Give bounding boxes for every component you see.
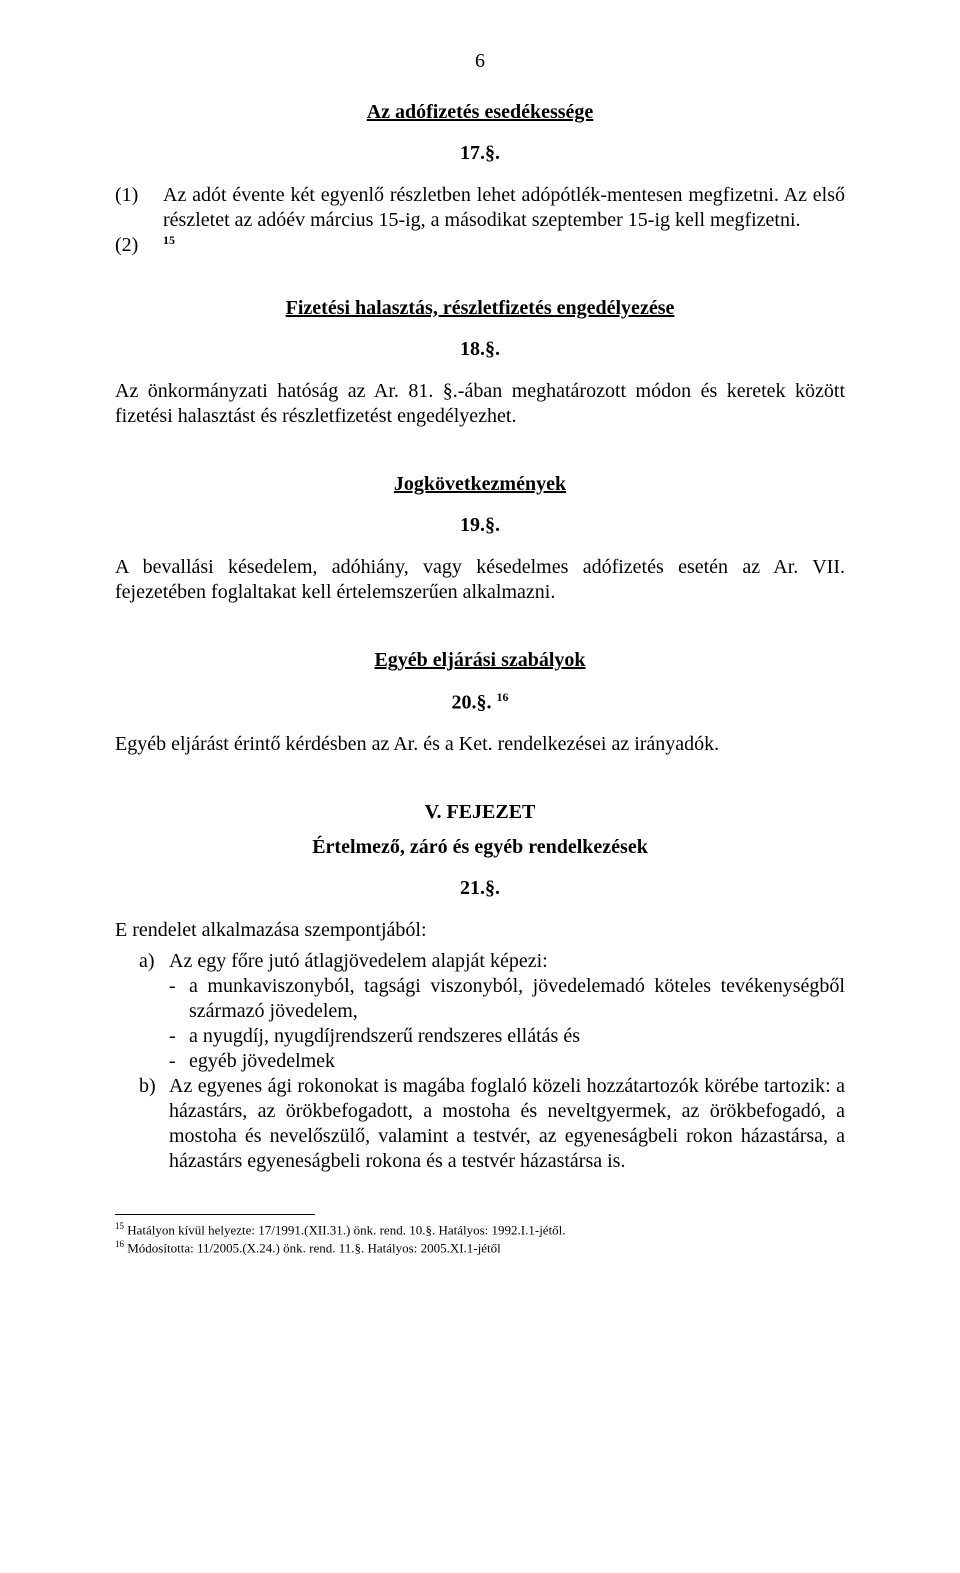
footnote-16: 16 Módosította: 11/2005.(X.24.) önk. ren… (115, 1239, 845, 1257)
para-body: 15 (163, 233, 845, 259)
list-item-b: b) Az egyenes ági rokonokat is magába fo… (139, 1074, 845, 1174)
para-19: A bevallási késedelem, adóhiány, vagy ké… (115, 555, 845, 605)
footnote-text: Módosította: 11/2005.(X.24.) önk. rend. … (124, 1240, 501, 1255)
section-number-18: 18.§. (115, 338, 845, 361)
page: 6 Az adófizetés esedékessége 17.§. (1) A… (0, 0, 960, 1573)
dash-icon: - (169, 1024, 189, 1049)
footnote-number: 16 (115, 1239, 124, 1249)
footnote-ref-16: 16 (497, 690, 509, 704)
sublist-text: a munkaviszonyból, tagsági viszonyból, j… (189, 974, 845, 1024)
heading-21: Értelmező, záró és egyéb rendelkezések (115, 836, 845, 859)
dash-icon: - (169, 1049, 189, 1074)
section-number-21: 21.§. (115, 877, 845, 900)
section-number-19: 19.§. (115, 514, 845, 537)
list-body-b: Az egyenes ági rokonokat is magába fogla… (169, 1074, 845, 1174)
section-number-20: 20.§. 16 (115, 690, 845, 715)
footnote-15: 15 Hatályon kívül helyezte: 17/1991.(XII… (115, 1221, 845, 1239)
list-label-b: b) (139, 1074, 169, 1174)
para-18: Az önkormányzati hatóság az Ar. 81. §.-á… (115, 379, 845, 429)
para-label: (2) (115, 233, 163, 259)
para-body: Az adót évente két egyenlő részletben le… (163, 183, 845, 233)
sublist-a: - a munkaviszonyból, tagsági viszonyból,… (139, 974, 845, 1074)
footnote-number: 15 (115, 1221, 124, 1231)
heading-18: Fizetési halasztás, részletfizetés enged… (115, 297, 845, 320)
sublist-text: a nyugdíj, nyugdíjrendszerű rendszeres e… (189, 1024, 580, 1049)
dash-icon: - (169, 974, 189, 1024)
list-item-a: a) Az egy főre jutó átlagjövedelem alapj… (139, 949, 845, 974)
chapter-5: V. FEJEZET (115, 801, 845, 824)
heading-17: Az adófizetés esedékessége (115, 101, 845, 124)
sublist-item: - a munkaviszonyból, tagsági viszonyból,… (169, 974, 845, 1024)
para-20: Egyéb eljárást érintő kérdésben az Ar. é… (115, 732, 845, 757)
footnote-ref-15: 15 (163, 233, 175, 247)
para-label: (1) (115, 183, 163, 233)
para-21-intro: E rendelet alkalmazása szempontjából: (115, 918, 845, 943)
heading-19: Jogkövetkezmények (115, 473, 845, 496)
para-17-1: (1) Az adót évente két egyenlő részletbe… (115, 183, 845, 233)
footnote-text: Hatályon kívül helyezte: 17/1991.(XII.31… (124, 1223, 566, 1238)
page-number: 6 (115, 50, 845, 73)
sublist-item: - egyéb jövedelmek (169, 1049, 845, 1074)
footnote-separator (115, 1214, 315, 1215)
sublist-item: - a nyugdíj, nyugdíjrendszerű rendszeres… (169, 1024, 845, 1049)
list-label-a: a) (139, 949, 169, 974)
para-17-2: (2) 15 (115, 233, 845, 259)
heading-20: Egyéb eljárási szabályok (115, 649, 845, 672)
section-number-17: 17.§. (115, 142, 845, 165)
section-number-20-text: 20.§. (452, 691, 492, 713)
sublist-text: egyéb jövedelmek (189, 1049, 335, 1074)
list-body-a: Az egy főre jutó átlagjövedelem alapját … (169, 949, 548, 974)
